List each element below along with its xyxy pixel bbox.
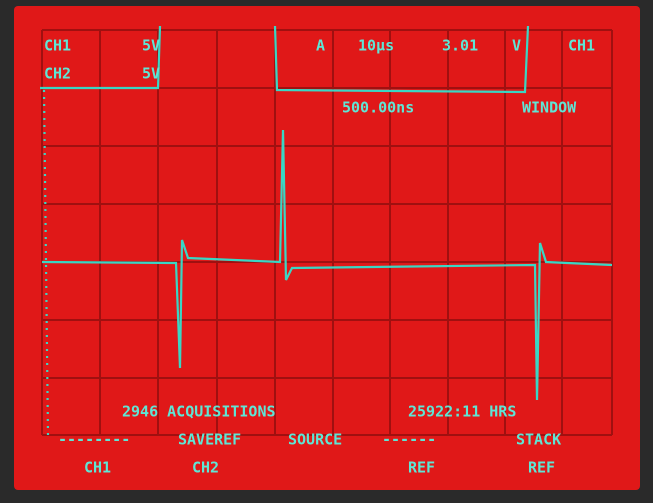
menu-dash: -------- <box>58 431 130 449</box>
screen <box>14 6 640 490</box>
button-label: CH2 <box>192 459 219 477</box>
page: CH1 5V CH2 5V A 10µs 3.01 V CH1 500.00ns… <box>0 0 653 503</box>
label: CH1 <box>568 37 595 55</box>
label: V <box>512 37 521 55</box>
label: CH1 <box>44 37 71 55</box>
label: WINDOW <box>522 99 577 117</box>
label: 10µs <box>358 37 394 55</box>
status: 25922:11 HRS <box>408 403 516 421</box>
button-label: CH1 <box>84 459 111 477</box>
status: 2946 ACQUISITIONS <box>122 403 276 421</box>
label: 3.01 <box>442 37 478 55</box>
menu-item: SOURCE <box>288 431 342 449</box>
label: 5V <box>142 65 160 83</box>
menu-dash: ------ <box>382 431 436 449</box>
button-label: REF <box>528 459 555 477</box>
menu-item: STACK <box>516 431 561 449</box>
button-label: REF <box>408 459 435 477</box>
oscilloscope-photo: CH1 5V CH2 5V A 10µs 3.01 V CH1 500.00ns… <box>0 0 653 503</box>
label: 500.00ns <box>342 99 414 117</box>
label: A <box>316 37 325 55</box>
label: CH2 <box>44 65 71 83</box>
label: 5V <box>142 37 160 55</box>
menu-item: SAVEREF <box>178 431 241 449</box>
